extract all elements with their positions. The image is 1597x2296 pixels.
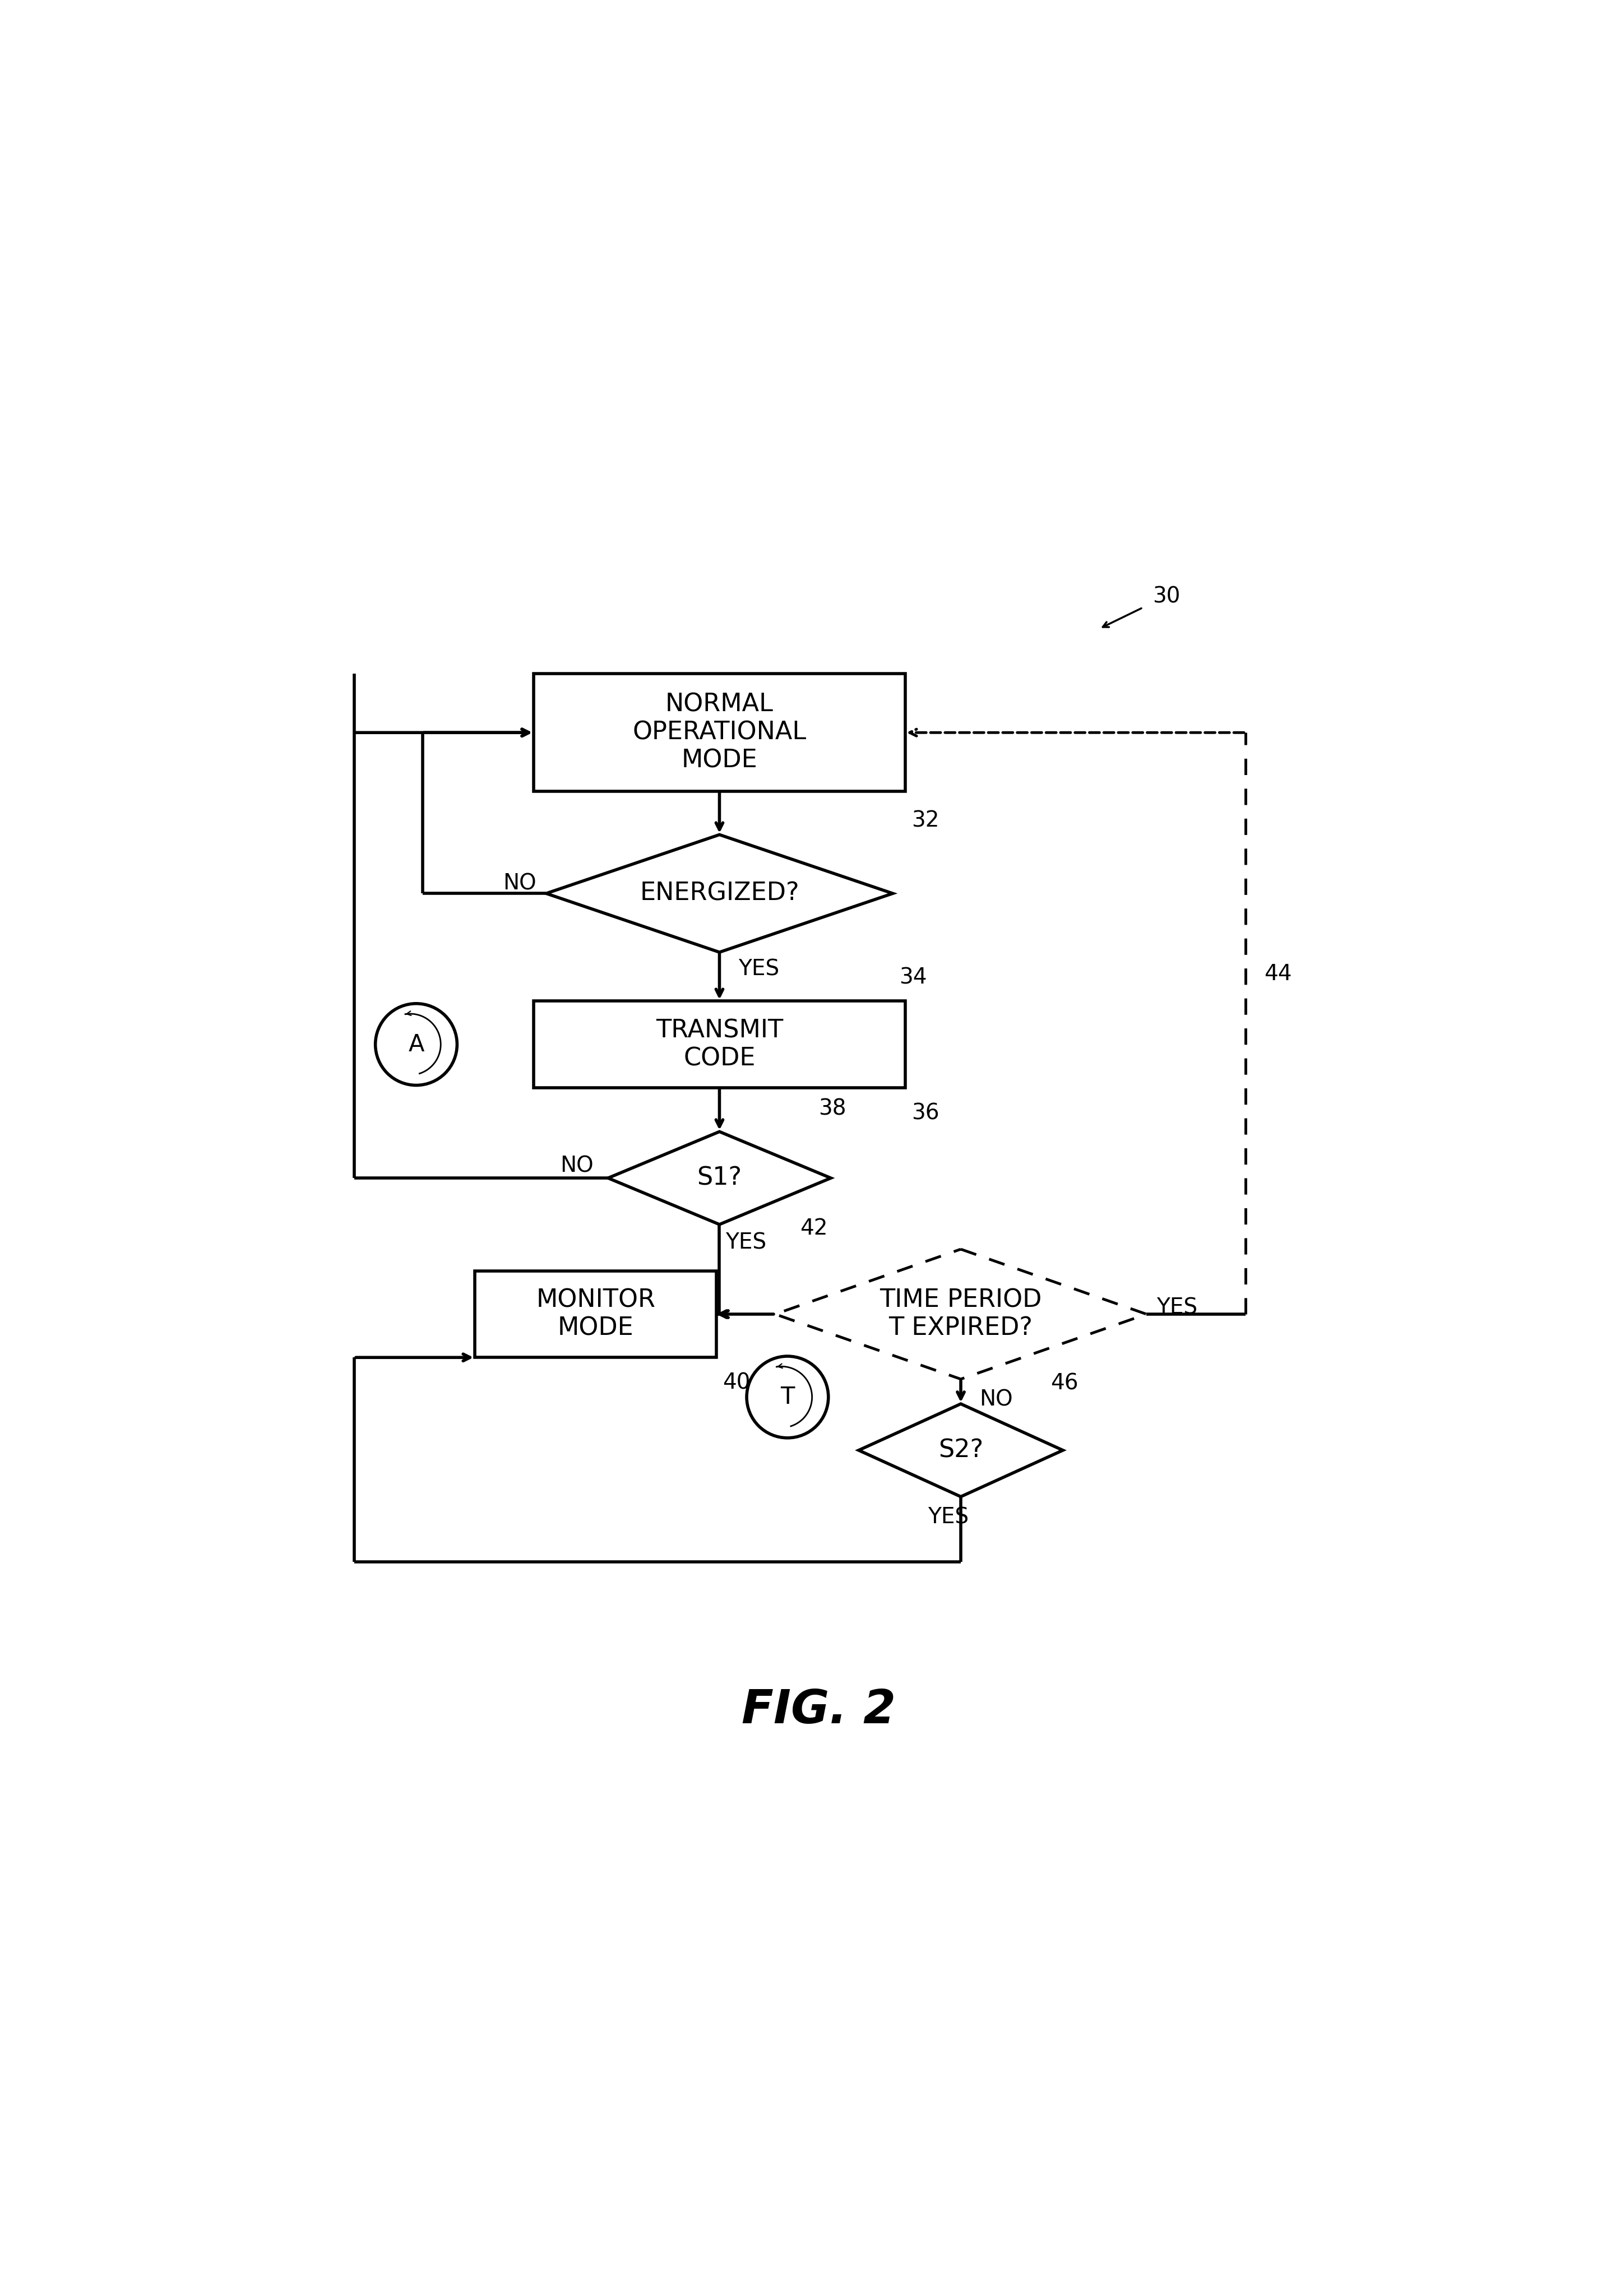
Text: 44: 44 <box>1263 964 1292 985</box>
Text: T: T <box>781 1384 795 1410</box>
Text: YES: YES <box>725 1233 767 1254</box>
Text: S2?: S2? <box>939 1437 984 1463</box>
Text: YES: YES <box>738 957 779 980</box>
Text: NO: NO <box>561 1155 592 1176</box>
Text: FIG. 2: FIG. 2 <box>741 1688 896 1733</box>
Text: 34: 34 <box>899 967 926 987</box>
Polygon shape <box>608 1132 830 1224</box>
Text: YES: YES <box>928 1506 969 1527</box>
Text: 42: 42 <box>800 1217 827 1240</box>
Text: 38: 38 <box>818 1097 846 1118</box>
Text: ENERGIZED?: ENERGIZED? <box>640 882 798 905</box>
Bar <box>533 673 905 792</box>
Text: NO: NO <box>503 872 537 893</box>
Polygon shape <box>546 836 893 953</box>
Text: 46: 46 <box>1051 1373 1078 1394</box>
Text: 30: 30 <box>1153 585 1180 606</box>
Text: MONITOR
MODE: MONITOR MODE <box>537 1288 655 1341</box>
Text: S1?: S1? <box>696 1166 743 1189</box>
Bar <box>474 1272 717 1357</box>
Text: TRANSMIT
CODE: TRANSMIT CODE <box>656 1019 783 1070</box>
Text: 40: 40 <box>722 1373 751 1394</box>
Text: 32: 32 <box>912 810 939 831</box>
Text: 36: 36 <box>912 1102 939 1123</box>
Text: NO: NO <box>979 1389 1012 1410</box>
Polygon shape <box>775 1249 1147 1380</box>
Text: NORMAL
OPERATIONAL
MODE: NORMAL OPERATIONAL MODE <box>632 693 806 771</box>
Text: YES: YES <box>1156 1297 1198 1318</box>
Bar <box>533 1001 905 1088</box>
Text: TIME PERIOD
T EXPIRED?: TIME PERIOD T EXPIRED? <box>880 1288 1041 1341</box>
Polygon shape <box>859 1403 1064 1497</box>
Text: A: A <box>409 1033 425 1056</box>
